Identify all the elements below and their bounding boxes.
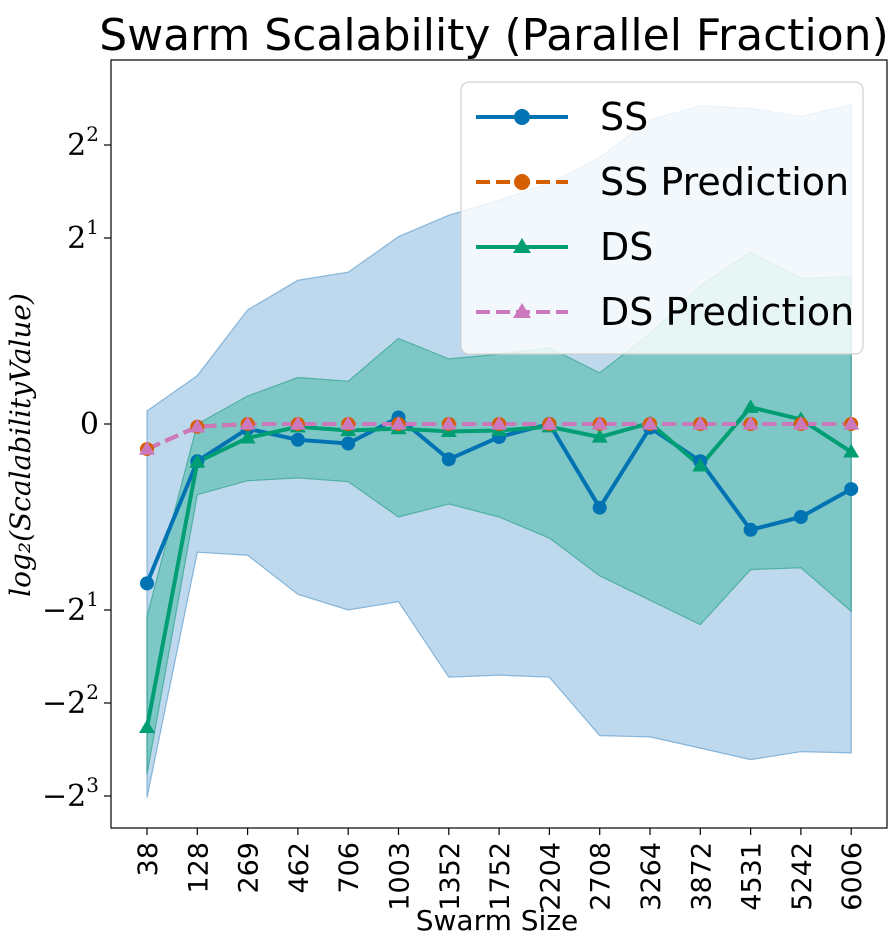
point-ss bbox=[290, 432, 305, 447]
x-tick-label: 462 bbox=[284, 842, 315, 894]
y-tick-label: −22 bbox=[42, 680, 99, 721]
legend-marker-ss-prediction bbox=[514, 174, 530, 190]
point-ds bbox=[139, 719, 155, 734]
chart-title: Swarm Scalability (Parallel Fraction) bbox=[99, 10, 888, 61]
point-ds-prediction bbox=[239, 416, 256, 430]
point-ds-prediction bbox=[792, 416, 809, 430]
x-tick-label: 128 bbox=[183, 842, 214, 894]
y-tick-label: 0 bbox=[80, 407, 99, 442]
legend: SS SS Prediction DS DS Prediction bbox=[460, 81, 864, 355]
point-ds-prediction bbox=[491, 416, 508, 430]
x-tick-label: 1003 bbox=[385, 842, 416, 911]
y-axis-label: log₂(ScalabilityValue) bbox=[4, 293, 37, 597]
point-ss bbox=[140, 576, 154, 591]
y-tick-label: 22 bbox=[67, 122, 99, 163]
point-ds-prediction bbox=[390, 416, 407, 430]
point-ss bbox=[793, 510, 808, 524]
point-ds bbox=[742, 399, 759, 413]
legend-label-ds: DS bbox=[600, 225, 653, 269]
legend-box bbox=[460, 81, 864, 355]
x-tick-label: 4531 bbox=[737, 842, 768, 911]
x-tick-label: 38 bbox=[133, 842, 164, 876]
point-ds-prediction bbox=[541, 416, 558, 430]
point-ss bbox=[592, 500, 607, 515]
point-ds-prediction bbox=[692, 416, 709, 430]
point-ds-prediction bbox=[139, 441, 155, 455]
point-ss bbox=[844, 482, 859, 497]
x-tick-label: 6006 bbox=[837, 842, 868, 911]
x-tick-label: 3872 bbox=[686, 842, 717, 911]
point-ds bbox=[239, 429, 256, 444]
legend-marker-ss bbox=[514, 109, 530, 125]
x-tick-label: 2204 bbox=[535, 842, 566, 911]
x-tick-label: 706 bbox=[334, 842, 365, 894]
point-ds bbox=[189, 454, 206, 468]
x-axis: 38 128 269 462 706 1003 1352 1752 2204 2708 3264 38… bbox=[133, 828, 868, 911]
legend-marker-ds-prediction bbox=[513, 303, 531, 318]
legend-marker-ds bbox=[513, 238, 531, 253]
legend-label-ss-prediction: SS Prediction bbox=[600, 160, 849, 204]
x-tick-label: 269 bbox=[234, 842, 265, 894]
x-tick-label: 1352 bbox=[435, 842, 466, 911]
point-ds-prediction bbox=[189, 418, 206, 433]
band-ds bbox=[146, 251, 852, 775]
x-tick-label: 5242 bbox=[787, 842, 818, 911]
legend-label-ds-prediction: DS Prediction bbox=[600, 290, 854, 334]
y-tick-label: 21 bbox=[67, 215, 99, 256]
y-tick-label: −21 bbox=[42, 587, 99, 628]
x-tick-label: 1752 bbox=[485, 842, 516, 911]
point-ds-prediction bbox=[340, 416, 357, 430]
point-ds-prediction bbox=[591, 416, 608, 430]
y-tick-label: −23 bbox=[42, 773, 99, 814]
point-ss bbox=[743, 522, 758, 537]
y-axis: 22 21 0 −21 −22 −23 bbox=[42, 122, 111, 814]
point-ds-prediction bbox=[440, 416, 457, 430]
point-ds-prediction bbox=[742, 416, 759, 430]
point-ds-prediction bbox=[642, 416, 658, 430]
x-tick-label: 3264 bbox=[636, 842, 667, 911]
point-ds-prediction bbox=[289, 416, 306, 430]
point-ds bbox=[591, 429, 608, 443]
point-ds-prediction bbox=[843, 416, 860, 430]
x-tick-label: 2708 bbox=[586, 842, 617, 911]
point-ss bbox=[441, 452, 456, 467]
x-axis-label: Swarm Size bbox=[416, 904, 579, 937]
point-ss bbox=[341, 436, 356, 451]
legend-label-ss: SS bbox=[600, 95, 648, 139]
line-ds-prediction bbox=[146, 422, 852, 451]
point-ds bbox=[692, 457, 709, 472]
point-ds bbox=[843, 443, 860, 458]
series-markers bbox=[139, 399, 860, 734]
